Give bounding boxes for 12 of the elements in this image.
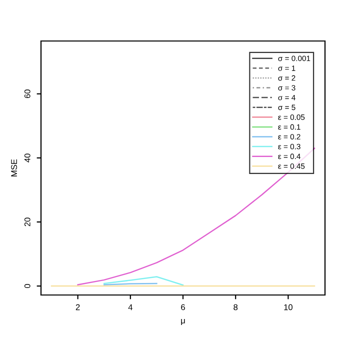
y-tick-label: 0 bbox=[24, 284, 30, 288]
x-tick-label: 10 bbox=[284, 304, 292, 310]
x-axis-title: μ bbox=[181, 318, 185, 325]
y-axis-title: MSE bbox=[11, 159, 17, 176]
x-tick-label: 4 bbox=[128, 304, 132, 310]
y-tick-label: 20 bbox=[24, 218, 30, 226]
x-tick-label: 2 bbox=[76, 304, 80, 310]
x-tick-label: 6 bbox=[181, 304, 185, 310]
x-tick-label: 8 bbox=[234, 304, 238, 310]
y-tick-label: 60 bbox=[24, 90, 30, 98]
y-tick-label: 40 bbox=[24, 154, 30, 162]
line-series bbox=[103, 276, 184, 286]
